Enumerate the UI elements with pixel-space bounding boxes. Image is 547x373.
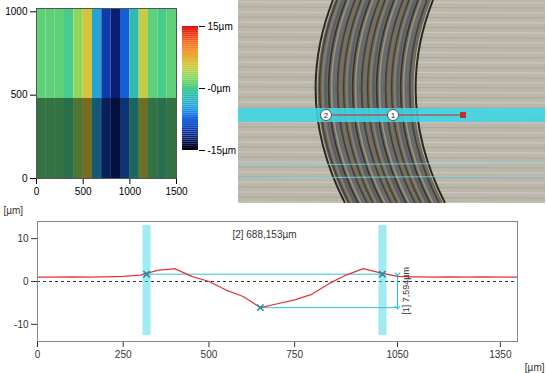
svg-text:1050: 1050 <box>386 349 409 360</box>
svg-text:-0µm: -0µm <box>208 83 231 94</box>
svg-text:1000: 1000 <box>119 186 142 197</box>
svg-text:1000: 1000 <box>5 6 28 17</box>
svg-text:0: 0 <box>23 276 29 287</box>
svg-text:750: 750 <box>286 349 303 360</box>
svg-text:[1] 7,594µm: [1] 7,594µm <box>401 267 411 315</box>
svg-text:2: 2 <box>324 111 329 120</box>
svg-text:0: 0 <box>35 349 41 360</box>
svg-text:250: 250 <box>115 349 132 360</box>
svg-text:0: 0 <box>34 186 40 197</box>
svg-text:-10: -10 <box>14 319 29 330</box>
svg-text:1500: 1500 <box>165 186 188 197</box>
svg-text:1: 1 <box>391 111 396 120</box>
svg-text:-15µm: -15µm <box>208 145 237 156</box>
svg-text:10: 10 <box>17 233 29 244</box>
svg-text:[µm]: [µm] <box>4 205 24 216</box>
svg-text:15µm: 15µm <box>208 21 233 32</box>
svg-text:1350: 1350 <box>489 349 512 360</box>
svg-text:500: 500 <box>201 349 218 360</box>
svg-text:0: 0 <box>22 173 28 184</box>
svg-text:500: 500 <box>75 186 92 197</box>
svg-text:500: 500 <box>11 89 28 100</box>
svg-text:[2] 688,153µm: [2] 688,153µm <box>232 229 296 240</box>
svg-text:[µm]: [µm] <box>525 362 545 373</box>
